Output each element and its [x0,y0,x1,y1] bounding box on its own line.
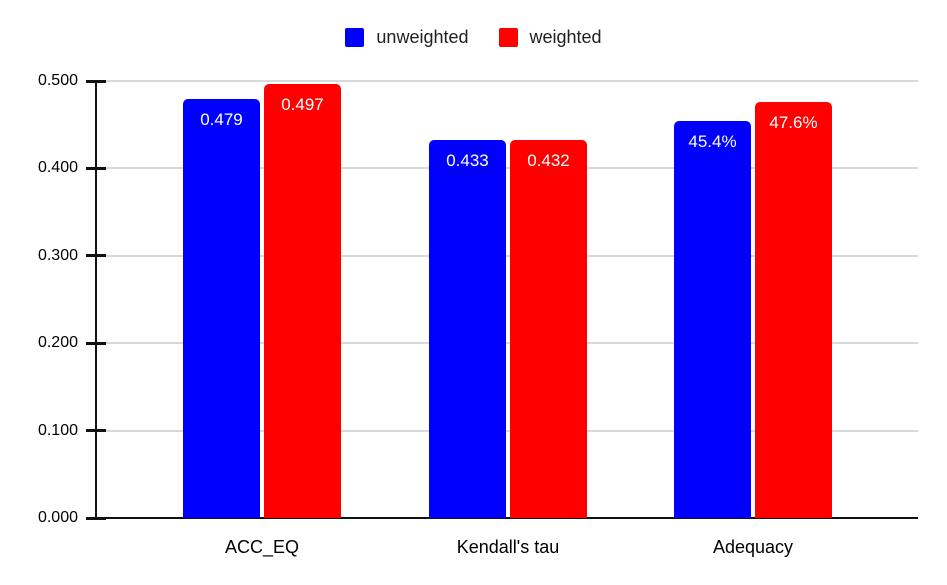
y-axis-label: 0.400 [37,159,78,177]
gridline [96,167,918,170]
gridline [96,254,918,257]
category-label: ACC_EQ [224,537,300,557]
bar-value-label: 45.4% [688,132,737,152]
legend-item-unweighted[interactable]: unweighted [345,27,469,48]
legend: unweighted weighted [0,27,947,48]
legend-label-unweighted: unweighted [376,27,469,47]
bar-value-label: 0.432 [527,151,570,171]
y-axis-line [95,81,97,518]
bar-unweighted [429,139,506,518]
bar-value-label: 0.433 [446,150,489,170]
y-axis-label: 0.100 [37,421,78,439]
bar-unweighted [183,99,260,518]
bar-weighted [510,140,587,518]
legend-item-weighted[interactable]: weighted [498,27,602,48]
gridline [96,342,918,345]
y-axis-label: 0.500 [37,72,78,89]
bar-value-label: 0.497 [281,94,324,114]
legend-swatch-unweighted-icon [345,28,365,47]
x-axis-line [96,517,918,519]
category-label: Kendall's tau [456,537,560,557]
bar-unweighted [674,121,751,518]
bar-weighted [264,83,341,518]
y-axis-label: 0.000 [37,509,78,526]
category-label: Adequacy [712,537,794,557]
bar-value-label: 0.479 [200,110,243,130]
legend-label-weighted: weighted [529,27,602,47]
y-axis-label: 0.300 [37,246,78,264]
gridline [96,80,918,82]
gridline [96,429,918,432]
legend-swatch-weighted-icon [498,28,518,47]
bar-weighted [755,101,832,518]
bar-value-label: 47.6% [769,112,818,132]
y-axis-label: 0.200 [37,334,78,352]
